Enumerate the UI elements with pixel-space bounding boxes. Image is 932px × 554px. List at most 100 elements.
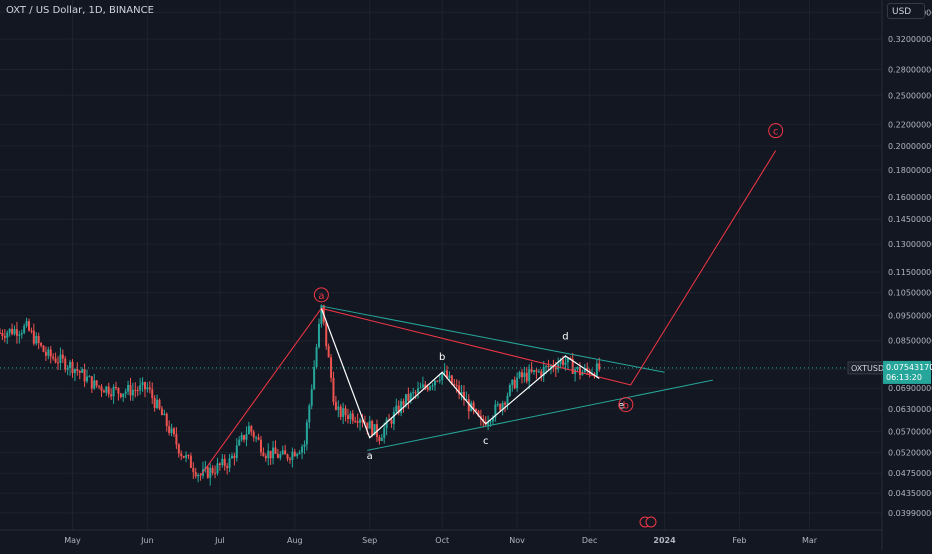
candle-body [443,370,446,373]
currency-button[interactable]: USD [887,3,925,19]
y-tick-label: 0.03990000 [888,509,932,518]
candle-body [100,386,103,391]
candle [185,451,188,463]
candle-body [279,454,282,458]
candle-body [122,393,125,398]
candle [540,368,543,382]
candle-body [124,391,127,394]
candle-body [88,376,91,378]
wave-label: c [773,127,779,138]
symbol-tag-label: OXTUSD [851,364,884,373]
candle-body [400,401,403,414]
candle-body [371,420,374,436]
candle-body [81,369,84,373]
y-tick-label: 0.04350000 [888,489,932,498]
candle-body [472,402,475,410]
candle-body [11,328,14,335]
candle [194,467,197,479]
candle-body [281,450,284,455]
candle-body [308,405,311,423]
candle-body [305,422,308,445]
candle [547,359,550,371]
candle-body [209,467,212,478]
candle [494,400,497,422]
candle [59,347,62,370]
triangle-upper-trendline [321,305,665,373]
candle-body [547,366,550,368]
candle-body [564,362,567,365]
candle [433,379,436,391]
candle-body [475,409,478,411]
candle-body [160,408,163,416]
candle-body [243,435,246,440]
candle [40,342,43,348]
candle [255,435,258,443]
candle [163,409,166,416]
candle-body [151,389,154,399]
candle [269,450,272,466]
event-marker-icon [645,516,657,528]
candle [334,395,337,411]
candle [61,349,64,364]
candle [523,366,526,383]
triangle-lower-trendline [367,379,713,451]
candle [436,380,439,383]
candle-body [262,452,265,456]
candle-body [105,386,108,393]
candle-body [576,367,579,370]
candle-body [27,321,30,331]
candle-body [368,420,371,429]
candle-body [383,428,386,438]
candle-body [523,372,526,377]
candle-body [436,380,439,382]
candle [226,463,229,475]
candle-body [13,329,16,335]
candle-body [373,424,376,436]
candle-body [315,347,318,368]
candle-body [230,455,233,459]
candle [506,392,509,410]
candle-body [571,359,574,374]
candle [117,387,120,401]
wave-label: a [367,451,373,462]
candle-body [429,386,432,390]
candle-body [545,366,548,368]
candle-body [313,367,316,390]
candle [218,462,221,471]
candle [177,443,180,458]
candle-body [344,408,347,416]
candle [134,382,137,398]
candle-body [508,384,511,396]
candle [414,389,417,400]
candle [508,383,511,397]
candle [192,462,195,479]
candle-body [554,367,557,370]
candle [180,450,183,461]
candle-body [20,332,23,335]
candle-body [528,369,531,382]
candle [291,447,294,468]
y-tick-label: 0.25000000 [888,91,932,100]
candle-body [327,346,330,358]
candle [223,454,226,471]
candle-body [404,394,407,406]
candle-body [194,472,197,477]
candle-body [284,450,287,455]
candle [114,381,117,391]
candle-body [414,392,417,394]
candle [448,371,451,381]
candle [566,357,569,370]
wave-label-circle [313,287,329,303]
candle [344,405,347,422]
candle [371,419,374,438]
candle [257,433,260,441]
candle [112,384,115,404]
candle [421,376,424,389]
candle-body [303,444,306,447]
candle-body [446,370,449,379]
candle [491,415,494,425]
y-tick-label: 0.09500000 [888,311,932,320]
